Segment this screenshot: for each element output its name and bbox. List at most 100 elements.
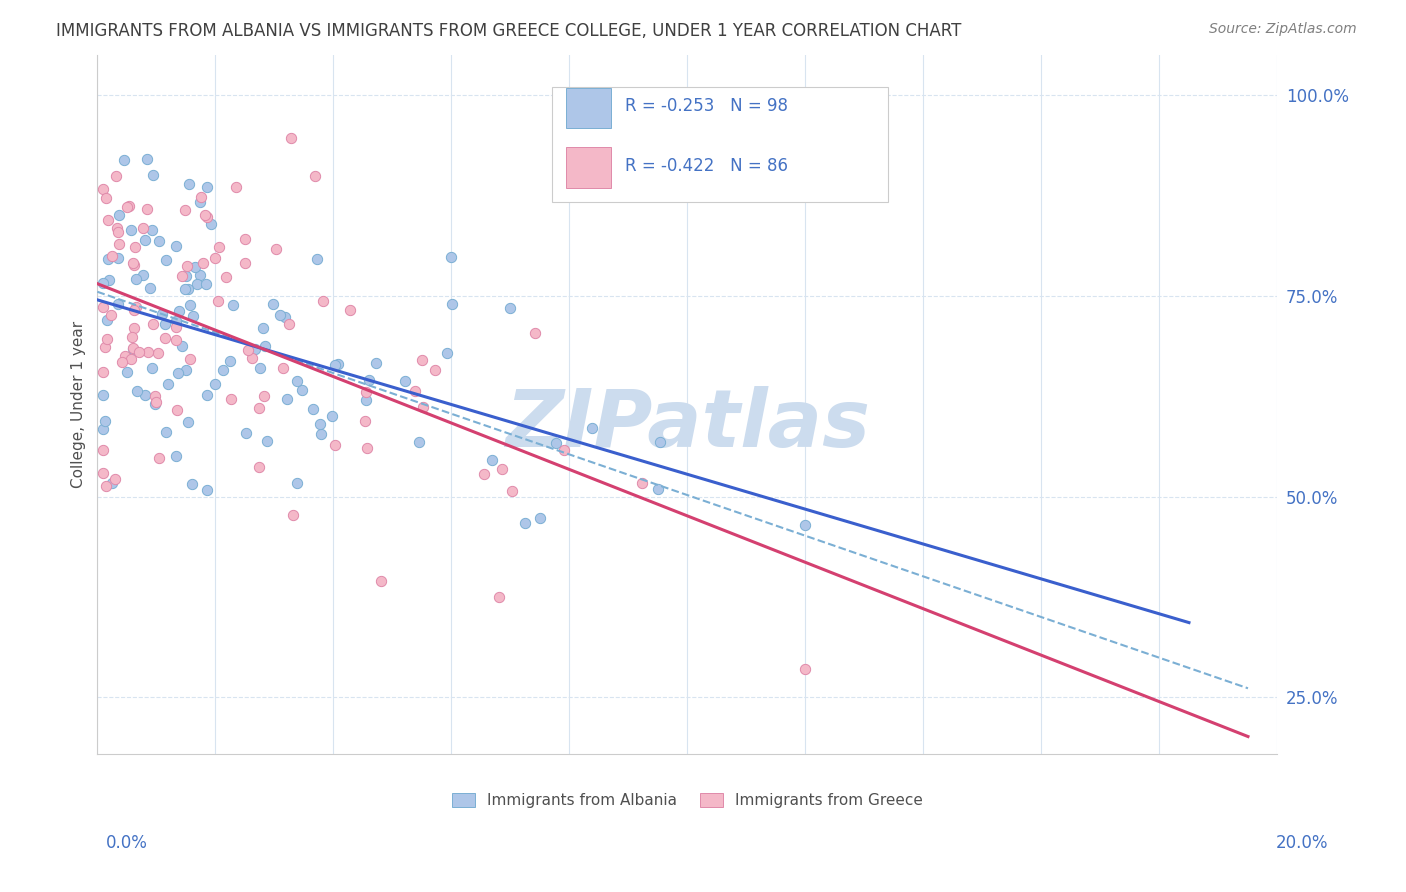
Point xyxy=(177,282,200,296)
Point xyxy=(186,277,208,291)
Point xyxy=(195,210,218,224)
Point xyxy=(215,269,238,284)
Point xyxy=(529,511,551,525)
Point xyxy=(188,194,211,209)
Point xyxy=(98,273,121,287)
Point xyxy=(174,282,197,296)
Point xyxy=(125,384,148,399)
Point xyxy=(165,239,187,253)
Point xyxy=(524,326,547,340)
Point xyxy=(150,307,173,321)
Point xyxy=(112,153,135,167)
Point xyxy=(122,302,145,317)
Point xyxy=(546,436,568,450)
Point xyxy=(91,365,114,379)
Point xyxy=(174,363,197,377)
Point xyxy=(188,268,211,282)
Point xyxy=(172,269,194,284)
Point xyxy=(142,317,165,331)
Point xyxy=(354,392,377,407)
Point xyxy=(353,414,375,428)
Point xyxy=(143,389,166,403)
Point xyxy=(169,304,191,318)
Point xyxy=(302,401,325,416)
Point xyxy=(207,294,229,309)
Point xyxy=(125,272,148,286)
Point xyxy=(631,475,654,490)
Point xyxy=(177,415,200,429)
Point xyxy=(271,360,294,375)
Point xyxy=(165,314,187,328)
Point xyxy=(155,252,177,267)
Point xyxy=(650,435,672,450)
Point xyxy=(153,317,176,331)
Point xyxy=(553,442,575,457)
Point xyxy=(94,191,117,205)
Point xyxy=(304,169,326,183)
Point xyxy=(122,321,145,335)
Point xyxy=(194,208,217,222)
Point xyxy=(262,296,284,310)
Point xyxy=(143,397,166,411)
Point xyxy=(167,366,190,380)
Point xyxy=(357,373,380,387)
Point xyxy=(136,345,159,359)
Point xyxy=(354,384,377,399)
Point xyxy=(118,199,141,213)
Point xyxy=(280,131,302,145)
Point xyxy=(111,355,134,369)
Point xyxy=(134,234,156,248)
Point xyxy=(225,180,247,194)
Text: Source: ZipAtlas.com: Source: ZipAtlas.com xyxy=(1209,22,1357,37)
Point xyxy=(491,462,513,476)
Point xyxy=(211,363,233,377)
Point xyxy=(97,212,120,227)
Point xyxy=(148,450,170,465)
Point xyxy=(245,342,267,356)
Point xyxy=(472,467,495,482)
Point xyxy=(195,180,218,194)
Point xyxy=(107,236,129,251)
Point xyxy=(165,334,187,348)
Point xyxy=(97,252,120,266)
Point xyxy=(249,361,271,376)
Point xyxy=(180,477,202,491)
Point xyxy=(309,426,332,441)
Point xyxy=(408,435,430,450)
Point xyxy=(165,449,187,463)
Point xyxy=(218,354,240,368)
Point xyxy=(276,392,298,406)
Point xyxy=(91,300,114,314)
Point xyxy=(120,223,142,237)
Point xyxy=(94,340,117,354)
Point xyxy=(91,181,114,195)
Point xyxy=(200,217,222,231)
Point xyxy=(153,330,176,344)
Point xyxy=(132,268,155,283)
Point xyxy=(136,153,159,167)
Point xyxy=(121,255,143,269)
Point xyxy=(264,242,287,256)
Point xyxy=(93,388,115,402)
Text: ZIPatlas: ZIPatlas xyxy=(505,386,870,464)
Point xyxy=(176,268,198,283)
Point xyxy=(172,339,194,353)
Point xyxy=(252,389,274,403)
Point xyxy=(247,401,270,415)
Point xyxy=(247,459,270,474)
Point xyxy=(233,232,256,246)
Point xyxy=(501,484,523,499)
Point xyxy=(191,256,214,270)
Point xyxy=(120,351,142,366)
Point xyxy=(236,343,259,357)
Point xyxy=(146,346,169,360)
Point xyxy=(155,425,177,439)
Point xyxy=(312,294,335,309)
Point xyxy=(285,476,308,491)
Point xyxy=(394,374,416,388)
Y-axis label: College, Under 1 year: College, Under 1 year xyxy=(72,321,86,488)
Legend: Immigrants from Albania, Immigrants from Greece: Immigrants from Albania, Immigrants from… xyxy=(444,785,931,815)
Point xyxy=(105,220,128,235)
Point xyxy=(122,258,145,272)
Point xyxy=(96,333,118,347)
